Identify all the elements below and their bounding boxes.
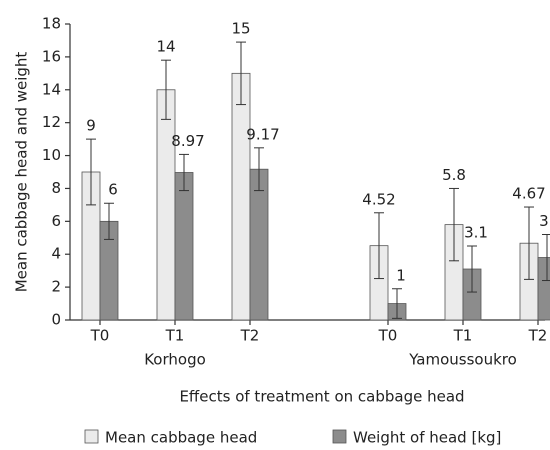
value-label: 8.97 xyxy=(171,132,204,150)
x-tick-label: T1 xyxy=(453,327,473,345)
bar xyxy=(537,257,550,321)
x-tick-label: T2 xyxy=(240,327,260,345)
x-tick-label: T1 xyxy=(165,327,185,345)
legend-swatch xyxy=(332,429,347,444)
x-tick-label: T0 xyxy=(378,327,398,345)
value-label: 5.8 xyxy=(442,166,466,184)
y-tick-label: 18 xyxy=(42,15,61,33)
value-label: 3.8 xyxy=(539,212,550,230)
y-tick-label: 14 xyxy=(42,80,61,98)
legend-label: Weight of head [kg] xyxy=(353,429,501,447)
x-tick-label: T2 xyxy=(528,327,548,345)
value-label: 9 xyxy=(86,117,96,135)
group-label: Korhogo xyxy=(144,351,206,369)
bar xyxy=(249,168,269,321)
y-tick-label: 6 xyxy=(51,212,61,230)
bar xyxy=(231,72,251,321)
x-tick-label: T0 xyxy=(90,327,110,345)
y-tick-label: 16 xyxy=(42,47,61,65)
y-tick-label: 2 xyxy=(51,278,61,296)
y-tick-label: 0 xyxy=(51,311,61,329)
value-label: 3.1 xyxy=(464,224,488,242)
value-label: 15 xyxy=(231,20,250,38)
value-label: 14 xyxy=(156,38,175,56)
y-axis-title: Mean cabbage head and weight xyxy=(13,52,31,293)
value-label: 1 xyxy=(396,266,406,284)
x-axis-title: Effects of treatment on cabbage head xyxy=(179,388,464,406)
y-tick-label: 12 xyxy=(42,113,61,131)
bar xyxy=(156,89,176,321)
bar xyxy=(174,172,194,321)
y-tick-label: 8 xyxy=(51,179,61,197)
group-label: Yamoussoukro xyxy=(408,351,517,369)
value-label: 4.67 xyxy=(512,185,545,203)
value-label: 9.17 xyxy=(246,125,279,143)
legend-swatch xyxy=(84,429,99,444)
y-tick-label: 10 xyxy=(42,146,61,164)
legend-label: Mean cabbage head xyxy=(105,429,257,447)
y-tick-label: 4 xyxy=(51,245,61,263)
value-label: 6 xyxy=(108,181,118,199)
value-label: 4.52 xyxy=(362,190,395,208)
